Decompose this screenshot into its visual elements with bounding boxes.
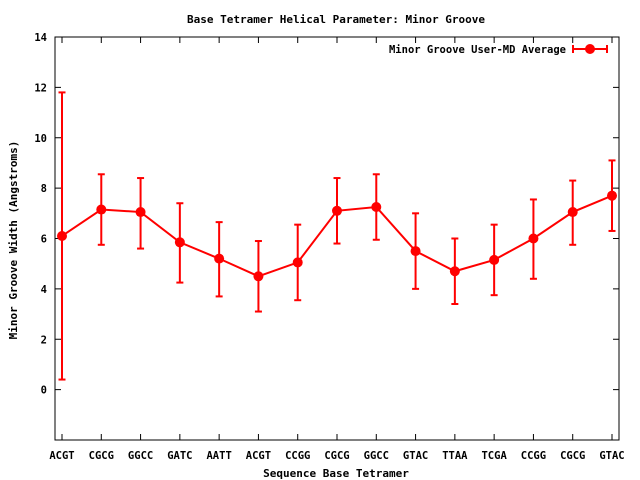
data-point (253, 271, 264, 282)
data-point (449, 266, 460, 277)
x-tick-label: TCGA (481, 450, 507, 462)
data-point (410, 246, 421, 257)
x-tick-label: GATC (167, 450, 192, 462)
x-axis: ACGT CGCG GGCC GATC AATT ACGT CCGG CGCG GGCC GTAC… (49, 37, 625, 462)
x-tick-label: ACGT (246, 450, 271, 462)
data-point (292, 257, 303, 268)
data-point (57, 230, 67, 241)
y-tick-label: 14 (34, 32, 47, 44)
data-point (489, 254, 500, 265)
data-point (607, 190, 617, 201)
x-tick-label: CCGG (285, 450, 310, 462)
data-point (135, 207, 146, 218)
data-point (371, 202, 382, 213)
x-tick-label: CGCG (560, 450, 585, 462)
x-tick-label: GGCC (128, 450, 153, 462)
y-axis-label: Minor Groove Width (Angstroms) (7, 141, 20, 340)
data-point (96, 204, 107, 215)
data-point (214, 253, 225, 264)
y-tick-label: 0 (41, 385, 47, 397)
legend: Minor Groove User-MD Average (389, 44, 608, 56)
x-tick-label: CCGG (521, 450, 546, 462)
legend-marker (585, 44, 595, 54)
data-point (332, 205, 342, 216)
x-tick-label: CGCG (324, 450, 349, 462)
chart-title: Base Tetramer Helical Parameter: Minor G… (187, 13, 485, 26)
x-tick-label: GGCC (364, 450, 389, 462)
data-point (567, 207, 578, 218)
x-tick-label: GTAC (403, 450, 428, 462)
y-tick-label: 6 (41, 234, 47, 246)
x-axis-label: Sequence Base Tetramer (263, 467, 409, 480)
x-tick-label: ACGT (49, 450, 74, 462)
y-tick-label: 12 (34, 82, 47, 94)
y-tick-label: 4 (41, 284, 47, 296)
y-tick-label: 8 (41, 183, 47, 195)
x-tick-label: GTAC (599, 450, 624, 462)
series-layer (57, 190, 617, 282)
x-tick-label: TTAA (442, 450, 468, 462)
y-tick-label: 2 (41, 334, 47, 346)
x-tick-label: CGCG (89, 450, 114, 462)
y-tick-label: 10 (34, 133, 47, 145)
y-axis: 0 2 4 6 8 10 12 14 (34, 32, 619, 397)
data-point (528, 233, 539, 244)
data-point (174, 237, 185, 248)
x-tick-label: AATT (206, 450, 231, 462)
legend-label: Minor Groove User-MD Average (389, 44, 566, 56)
